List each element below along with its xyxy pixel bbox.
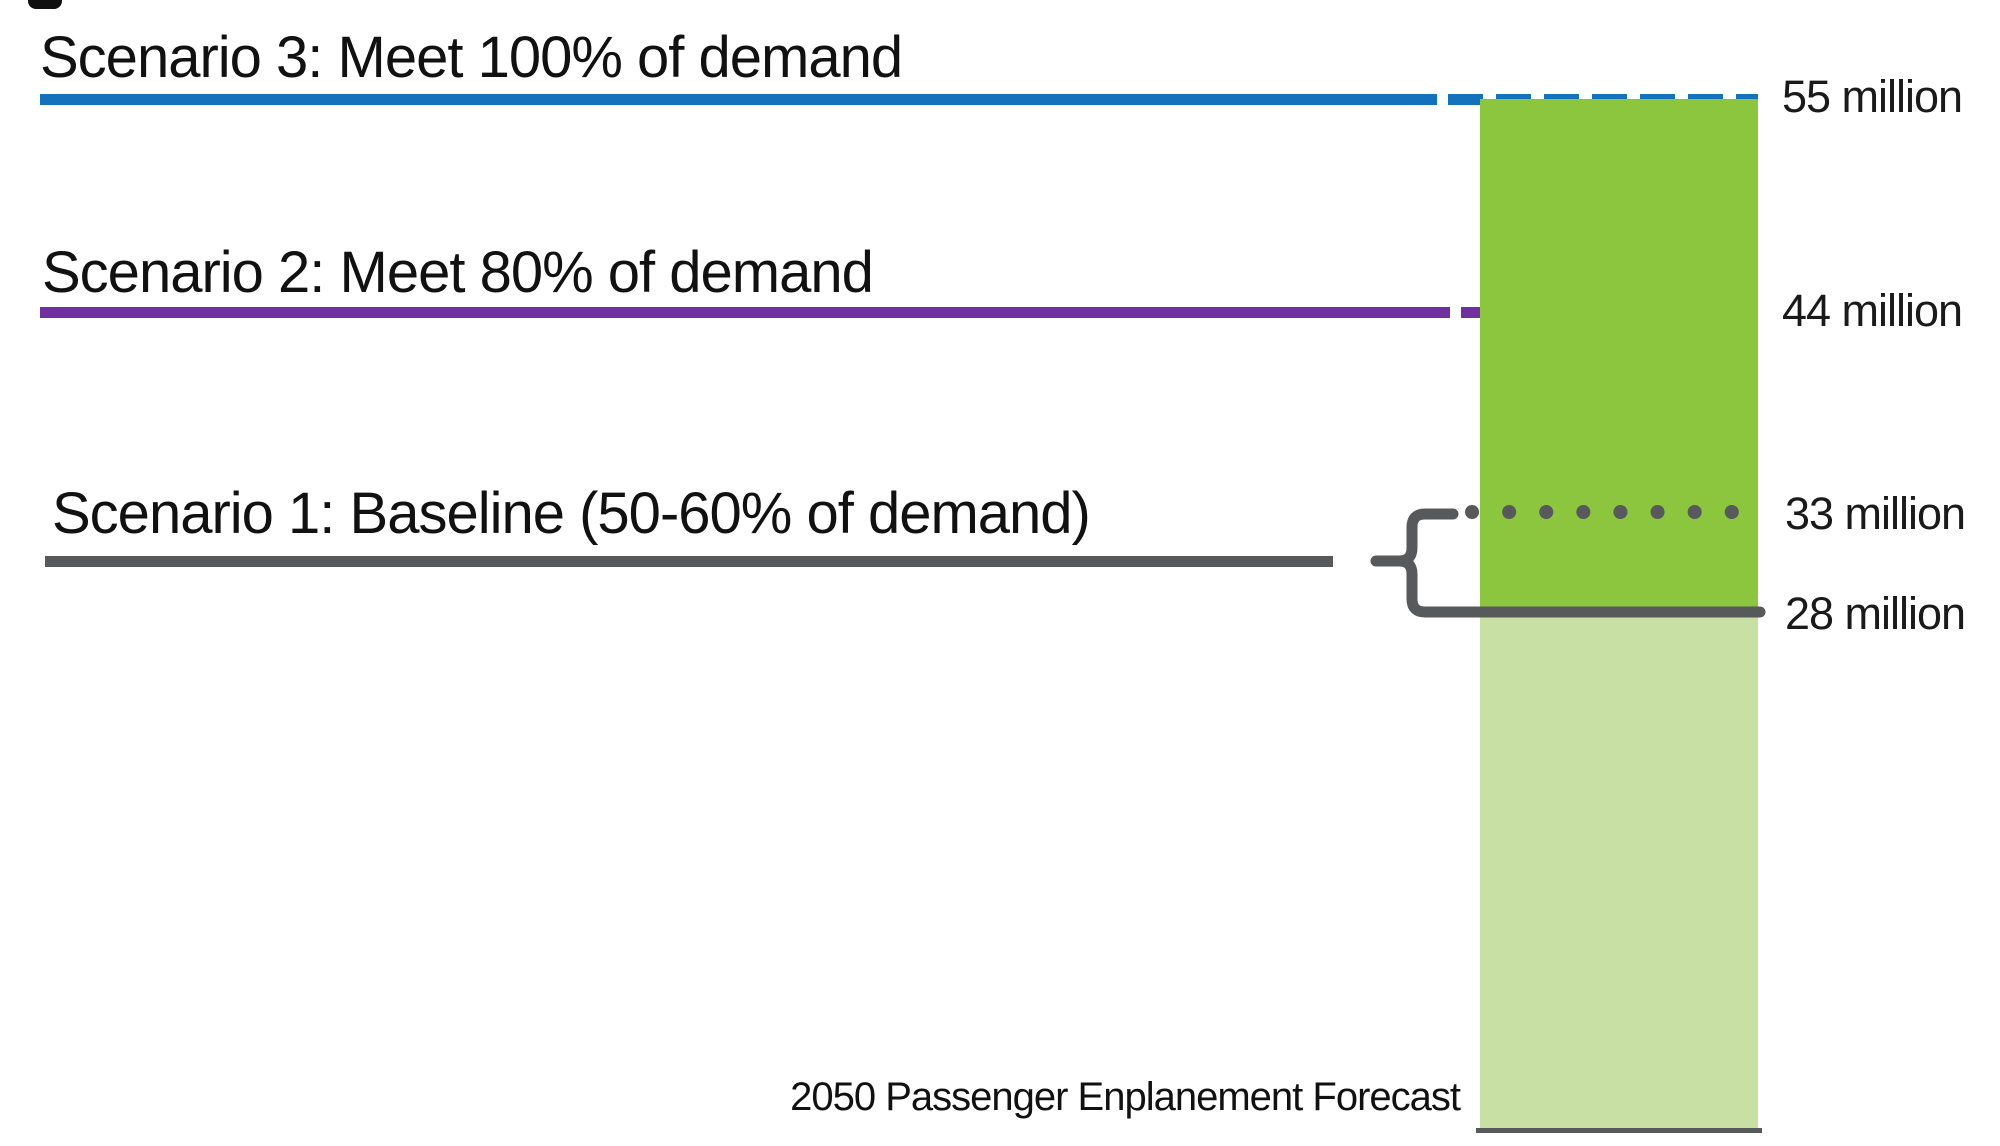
forecast-bar-baseline [1476, 1128, 1762, 1133]
scenario-1-label: Scenario 1: Baseline (50-60% of demand) [52, 481, 1091, 546]
value-label-33m: 33 million [1785, 488, 1966, 539]
forecast-bar-highlight-range [1480, 99, 1758, 612]
value-label-28m: 28 million [1785, 588, 1966, 639]
scenario-3-line-solid [40, 94, 1437, 105]
scenario-1-line-solid [45, 556, 1333, 567]
value-label-55m: 55 million [1782, 71, 1963, 122]
axis-caption: 2050 Passenger Enplanement Forecast [790, 1075, 1461, 1119]
scenario-3-label: Scenario 3: Meet 100% of demand [40, 25, 903, 90]
scenario-2-line-solid [40, 307, 1450, 318]
value-label-44m: 44 million [1782, 285, 1963, 336]
scenario-2-label: Scenario 2: Meet 80% of demand [42, 240, 874, 305]
cropped-text-artifact [28, 0, 62, 9]
scenario-1-range-annotation [1370, 505, 1766, 618]
range-brace-and-28m-line [1393, 508, 1766, 618]
